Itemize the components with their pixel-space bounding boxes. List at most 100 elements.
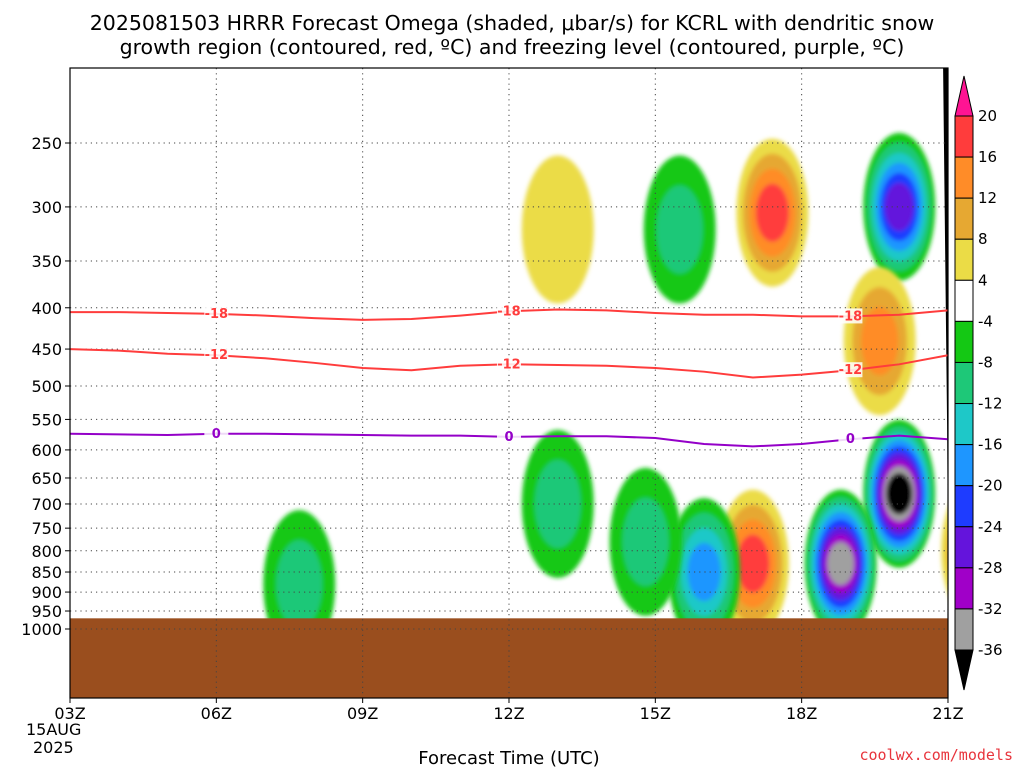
x-tick-label: 15Z (640, 704, 671, 723)
colorbar-bin (954, 567, 974, 610)
x-axis-label: Forecast Time (UTC) (418, 748, 599, 768)
colorbar-bin (954, 320, 974, 363)
colorbar-label: -20 (978, 477, 1003, 495)
omega-contour-band (827, 542, 854, 586)
contour-label-box (496, 428, 521, 444)
colorbar-label: -24 (978, 518, 1003, 536)
y-tick-label: 1000 (21, 620, 62, 639)
contour-label-box (838, 431, 863, 447)
y-tick-label: 350 (31, 252, 62, 271)
x-tick-label: 06Z (201, 704, 232, 723)
y-tick-label: 650 (31, 469, 62, 488)
y-tick-label: 950 (31, 602, 62, 621)
omega-feature (863, 419, 936, 568)
colorbar-bin (954, 115, 974, 158)
x-tick-label: 09Z (347, 704, 378, 723)
y-axis-ticks: 2503003504004505005506006507007508008509… (21, 134, 70, 639)
x-date-line1: 15AUG (26, 720, 81, 739)
y-tick-label: 750 (31, 519, 62, 538)
contour-label: 0 (504, 430, 513, 445)
missing-data-region (943, 68, 948, 551)
colorbar-label: 4 (978, 271, 988, 289)
contour-label: -18 (497, 304, 521, 319)
omega-feature (643, 155, 716, 304)
omega-contour-band (276, 540, 323, 629)
omega-contour-band (656, 185, 703, 274)
contour-label-box (496, 356, 521, 372)
contour-label-box (838, 308, 863, 324)
colorbar-label: -32 (978, 600, 1003, 618)
omega-shading (263, 68, 948, 659)
colorbar-bin (954, 403, 974, 446)
contour-lines: -18 -18 -18 -12 -12 -12 0 0 0 (70, 303, 948, 448)
contour-label: 0 (846, 432, 855, 447)
contour-label: -12 (839, 363, 863, 378)
colorbar: 20 16 12 8 4 -4 -8 -12 -16 -20 -24 -28 -32 -36 (954, 75, 1003, 691)
colorbar-bottom-triangle (954, 649, 974, 691)
omega-contour-band (521, 155, 594, 304)
colorbar-bin (954, 485, 974, 528)
omega-contour-band (755, 183, 789, 242)
omega-feature (521, 155, 594, 304)
y-tick-label: 300 (31, 198, 62, 217)
y-tick-label: 900 (31, 583, 62, 602)
x-axis-ticks: 03Z 06Z 09Z 12Z 15Z 18Z 21Z (54, 698, 964, 723)
contour-label-box (204, 305, 229, 321)
colorbar-label: -8 (978, 353, 993, 371)
omega-feature (804, 489, 877, 638)
x-tick-label: 21Z (932, 704, 963, 723)
omega-feature (843, 267, 916, 416)
colorbar-top-triangle (954, 75, 974, 117)
contour-label-box (838, 362, 863, 378)
omega-contour-band (534, 459, 581, 548)
colorbar-bin (954, 444, 974, 487)
x-date-line2: 2025 (33, 738, 74, 757)
colorbar-label: -16 (978, 436, 1003, 454)
omega-contour-band (687, 543, 721, 602)
contour-label-box (204, 425, 229, 441)
omega-contour-band (884, 182, 914, 231)
colorbar-label: 20 (978, 107, 997, 125)
chart-title-line1: 2025081503 HRRR Forecast Omega (shaded, … (90, 11, 935, 35)
contour-label-box (496, 303, 521, 319)
y-tick-label: 800 (31, 542, 62, 561)
y-tick-label: 450 (31, 340, 62, 359)
contour-label: -18 (839, 309, 863, 324)
y-tick-label: 250 (31, 134, 62, 153)
colorbar-label: 16 (978, 148, 997, 166)
plot-area: -18 -18 -18 -12 -12 -12 0 0 0 (70, 68, 948, 698)
grid-lines (70, 68, 948, 698)
colorbar-label: 12 (978, 189, 997, 207)
chart-title-line2: growth region (contoured, red, ºC) and f… (120, 35, 905, 59)
colorbar-bin (954, 156, 974, 199)
colorbar-bin (954, 197, 974, 240)
omega-contour-band (622, 497, 669, 586)
contour-line (70, 308, 948, 321)
colorbar-bin (954, 238, 974, 281)
colorbar-bin (954, 361, 974, 405)
contour-line (70, 432, 948, 448)
terrain-fill (70, 618, 948, 698)
omega-contour-band (736, 534, 770, 593)
colorbar-bin (954, 279, 974, 322)
colorbar-label: -28 (978, 559, 1003, 577)
omega-contour-band (861, 307, 899, 376)
y-tick-label: 700 (31, 495, 62, 514)
omega-feature (863, 132, 936, 281)
colorbar-label: 8 (978, 230, 988, 248)
contour-label: -12 (497, 357, 521, 372)
credit-text: coolwx.com/models (859, 746, 1013, 764)
colorbar-label: -36 (978, 641, 1003, 659)
x-tick-label: 12Z (493, 704, 524, 723)
y-tick-label: 850 (31, 563, 62, 582)
colorbar-bin (954, 526, 974, 569)
omega-feature (521, 429, 594, 578)
contour-label: 0 (212, 427, 221, 442)
omega-feature (736, 138, 809, 287)
y-tick-label: 500 (31, 377, 62, 396)
contour-label-box (204, 347, 229, 363)
omega-feature (609, 467, 682, 616)
omega-contour-band (886, 473, 913, 515)
colorbar-label: -12 (978, 395, 1003, 413)
y-tick-label: 550 (31, 410, 62, 429)
